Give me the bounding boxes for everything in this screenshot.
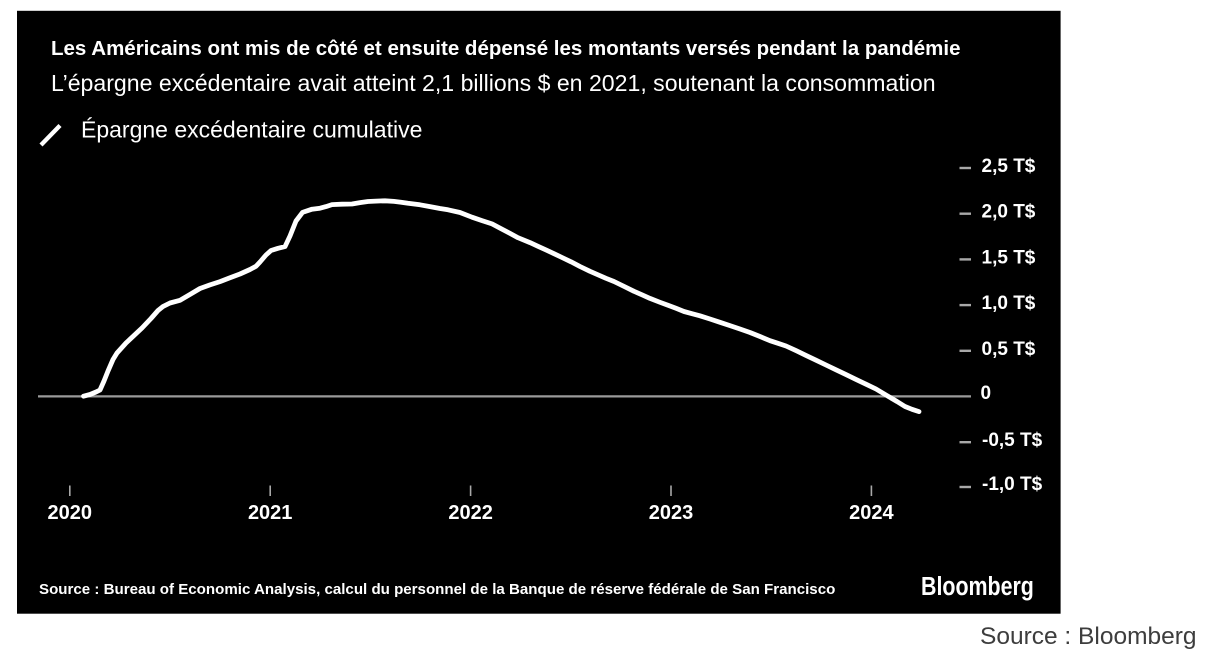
svg-text:0: 0: [981, 383, 992, 404]
svg-text:-0,5 T$: -0,5 T$: [982, 430, 1043, 451]
svg-text:0,5 T$: 0,5 T$: [982, 339, 1036, 360]
svg-text:2024: 2024: [849, 502, 894, 524]
svg-text:1,5 T$: 1,5 T$: [982, 247, 1036, 268]
svg-text:2020: 2020: [48, 502, 93, 524]
svg-text:2023: 2023: [649, 502, 694, 524]
svg-text:2021: 2021: [248, 502, 293, 524]
svg-text:Source : Bloomberg: Source : Bloomberg: [980, 623, 1197, 650]
svg-text:2022: 2022: [448, 502, 493, 524]
svg-text:Source : Bureau of Economic An: Source : Bureau of Economic Analysis, ca…: [39, 581, 835, 598]
svg-text:Épargne excédentaire cumulativ: Épargne excédentaire cumulative: [81, 117, 422, 143]
svg-text:Bloomberg: Bloomberg: [921, 572, 1034, 601]
svg-text:2,5 T$: 2,5 T$: [982, 156, 1036, 177]
svg-text:L’épargne excédentaire avait a: L’épargne excédentaire avait atteint 2,1…: [51, 70, 936, 96]
svg-text:Les Américains ont mis de côté: Les Américains ont mis de côté et ensuit…: [51, 37, 961, 60]
svg-text:2,0 T$: 2,0 T$: [982, 202, 1036, 223]
svg-text:1,0 T$: 1,0 T$: [982, 293, 1036, 314]
svg-text:-1,0 T$: -1,0 T$: [982, 474, 1043, 495]
